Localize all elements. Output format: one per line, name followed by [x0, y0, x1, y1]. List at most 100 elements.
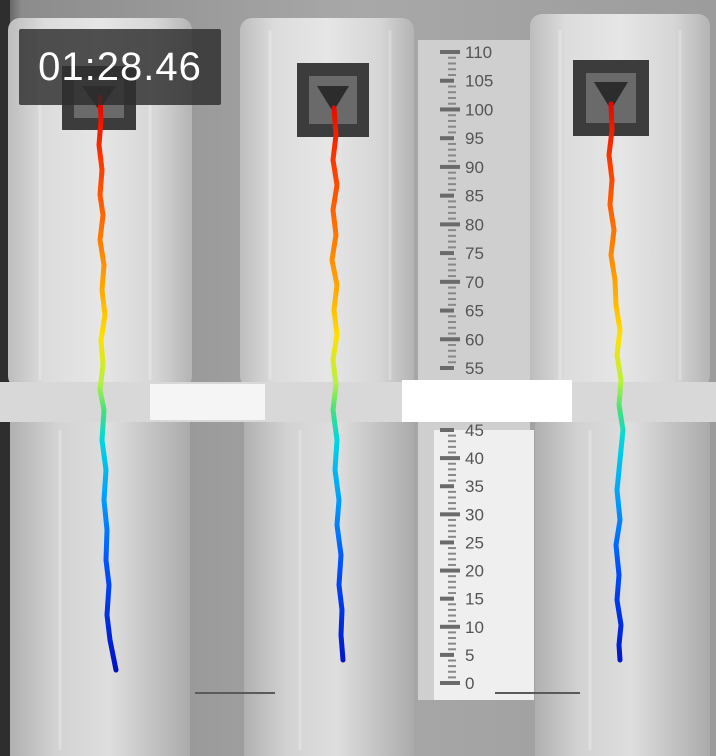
ruler-minor-tick	[448, 642, 456, 645]
ruler-label-55: 55	[465, 359, 484, 378]
ruler-minor-tick	[448, 269, 456, 272]
ruler-minor-tick	[448, 473, 456, 476]
clamp-highlight-right	[402, 380, 572, 422]
ruler-minor-tick	[448, 502, 456, 505]
ruler-minor-tick	[448, 298, 456, 301]
ruler-minor-tick	[448, 114, 456, 117]
ruler-label-110: 110	[465, 43, 492, 62]
ruler-minor-tick	[448, 440, 456, 443]
ruler-minor-tick	[448, 96, 456, 99]
ruler-minor-tick	[448, 56, 456, 59]
ruler-minor-tick	[448, 603, 456, 606]
ruler-minor-tick	[448, 91, 456, 94]
ruler-label-45: 45	[465, 421, 484, 440]
ruler-minor-tick	[448, 286, 456, 289]
ruler-minor-tick	[448, 614, 456, 617]
ruler-minor-tick	[448, 535, 456, 538]
ruler-major-tick	[440, 456, 460, 461]
ruler-minor-tick	[448, 620, 456, 623]
ruler-minor-tick	[448, 68, 456, 71]
elapsed-time-label: 01:28.46	[38, 45, 202, 89]
left-dark-edge	[0, 0, 10, 756]
ruler-minor-tick	[448, 580, 456, 583]
ruler-minor-tick	[448, 119, 456, 122]
ruler-major-tick	[440, 484, 454, 489]
ruler-label-15: 15	[465, 590, 484, 609]
ruler-label-5: 5	[465, 646, 474, 665]
ruler-label-20: 20	[465, 562, 484, 581]
ruler-major-tick	[440, 136, 454, 141]
ruler-label-40: 40	[465, 449, 484, 468]
ruler-label-75: 75	[465, 244, 484, 263]
ruler-minor-tick	[448, 547, 456, 550]
ruler-major-tick	[440, 366, 454, 370]
ruler-minor-tick	[448, 445, 456, 448]
ruler-minor-tick	[448, 73, 456, 76]
ruler-minor-tick	[448, 85, 456, 88]
ruler-minor-tick	[448, 229, 456, 232]
ruler-minor-tick	[448, 200, 456, 203]
ruler-major-tick	[440, 652, 454, 657]
ruler-minor-tick	[448, 563, 456, 566]
ruler-minor-tick	[448, 524, 456, 527]
ruler-minor-tick	[448, 349, 456, 352]
ruler-minor-tick	[448, 211, 456, 214]
ruler-minor-tick	[448, 217, 456, 220]
ruler-minor-tick	[448, 62, 456, 65]
ruler-labels: 1101051009590858075706560554540353025201…	[465, 43, 493, 693]
ruler-minor-tick	[448, 552, 456, 555]
ruler-major-tick	[440, 78, 454, 83]
ruler-major-tick	[440, 222, 460, 227]
ruler-minor-tick	[448, 257, 456, 260]
ruler-major-tick	[440, 164, 460, 169]
ruler-minor-tick	[448, 631, 456, 634]
ruler-major-tick	[440, 50, 460, 54]
ruler-minor-tick	[448, 102, 456, 105]
ruler-label-25: 25	[465, 533, 484, 552]
ruler-label-10: 10	[465, 618, 484, 637]
ruler-minor-tick	[448, 131, 456, 134]
ruler-major-tick	[440, 308, 454, 313]
ruler-minor-tick	[448, 177, 456, 180]
ruler-minor-tick	[448, 326, 456, 329]
ruler-major-tick	[440, 337, 460, 342]
ruler-label-60: 60	[465, 330, 484, 349]
ruler-label-85: 85	[465, 187, 484, 206]
ruler-minor-tick	[448, 292, 456, 295]
tube-streaks	[38, 30, 682, 750]
ruler-minor-tick	[448, 154, 456, 157]
ruler-minor-tick	[448, 275, 456, 278]
ruler-major-tick	[440, 624, 460, 629]
ruler-minor-tick	[448, 665, 456, 668]
ruler-major-tick	[440, 107, 460, 112]
ruler-minor-tick	[448, 592, 456, 595]
ruler-label-70: 70	[465, 273, 484, 292]
ruler-label-65: 65	[465, 302, 484, 321]
middle-column-trace	[329, 105, 346, 663]
ruler-minor-tick	[448, 676, 456, 679]
ruler-major-tick	[440, 568, 460, 573]
ruler-minor-tick	[448, 586, 456, 589]
ruler-label-0: 0	[465, 674, 474, 693]
ruler-minor-tick	[448, 246, 456, 249]
ruler-major-tick	[440, 512, 460, 517]
ruler-minor-tick	[448, 558, 456, 561]
clamp-band	[0, 382, 716, 422]
ruler-minor-tick	[448, 321, 456, 324]
ruler-minor-tick	[448, 344, 456, 347]
ruler-major-tick	[440, 428, 454, 432]
ruler-minor-tick	[448, 315, 456, 318]
ruler-label-100: 100	[465, 100, 493, 119]
middle-column-tube	[240, 18, 414, 388]
ruler-label-105: 105	[465, 72, 493, 91]
ruler-minor-tick	[448, 171, 456, 174]
ruler-major-tick	[440, 596, 454, 601]
ruler-minor-tick	[448, 659, 456, 662]
ruler-minor-tick	[448, 518, 456, 521]
ruler-minor-tick	[448, 670, 456, 673]
right-column-tube-lower	[535, 420, 710, 756]
ruler-ticks	[440, 50, 460, 685]
clamp-highlight-left	[150, 384, 265, 420]
middle-column-tube-lower	[244, 420, 414, 756]
